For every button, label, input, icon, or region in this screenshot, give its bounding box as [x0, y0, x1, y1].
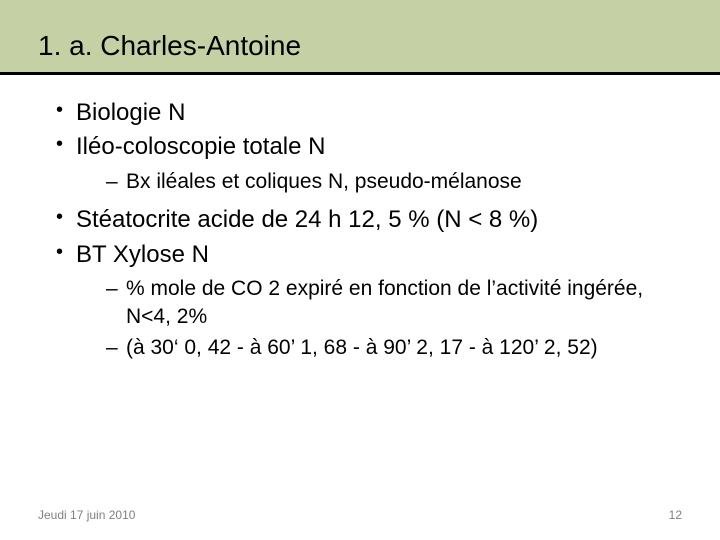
bullet-item: Stéatocrite acide de 24 h 12, 5 % (N < 8…: [56, 204, 682, 236]
bullet-text: BT Xylose N: [76, 241, 209, 268]
slide-title: 1. a. Charles-Antoine: [38, 30, 720, 62]
title-band: 1. a. Charles-Antoine: [0, 0, 720, 72]
sub-bullet-item: % mole de CO 2 expiré en fonction de l’a…: [106, 275, 682, 332]
sub-bullet-item: (à 30‘ 0, 42 - à 60’ 1, 68 - à 90’ 2, 17…: [106, 334, 682, 362]
sub-bullet-text: % mole de CO 2 expiré en fonction de l’a…: [126, 277, 643, 328]
sub-bullet-text: Bx iléales et coliques N, pseudo-mélanos…: [126, 170, 522, 193]
bullet-item: Iléo-coloscopie totale N Bx iléales et c…: [56, 131, 682, 196]
page-number: 12: [669, 508, 682, 522]
footer-date: Jeudi 17 juin 2010: [38, 508, 135, 522]
sub-bullet-item: Bx iléales et coliques N, pseudo-mélanos…: [106, 168, 682, 196]
bullet-text: Iléo-coloscopie totale N: [76, 133, 325, 160]
slide: 1. a. Charles-Antoine Biologie N Iléo-co…: [0, 0, 720, 540]
slide-footer: Jeudi 17 juin 2010 12: [38, 508, 682, 522]
slide-content: Biologie N Iléo-coloscopie totale N Bx i…: [0, 75, 720, 362]
bullet-text: Stéatocrite acide de 24 h 12, 5 % (N < 8…: [76, 206, 538, 233]
bullet-text: Biologie N: [76, 99, 185, 126]
bullet-item: Biologie N: [56, 97, 682, 129]
sub-bullet-text: (à 30‘ 0, 42 - à 60’ 1, 68 - à 90’ 2, 17…: [126, 336, 598, 359]
bullet-item: BT Xylose N % mole de CO 2 expiré en fon…: [56, 239, 682, 362]
